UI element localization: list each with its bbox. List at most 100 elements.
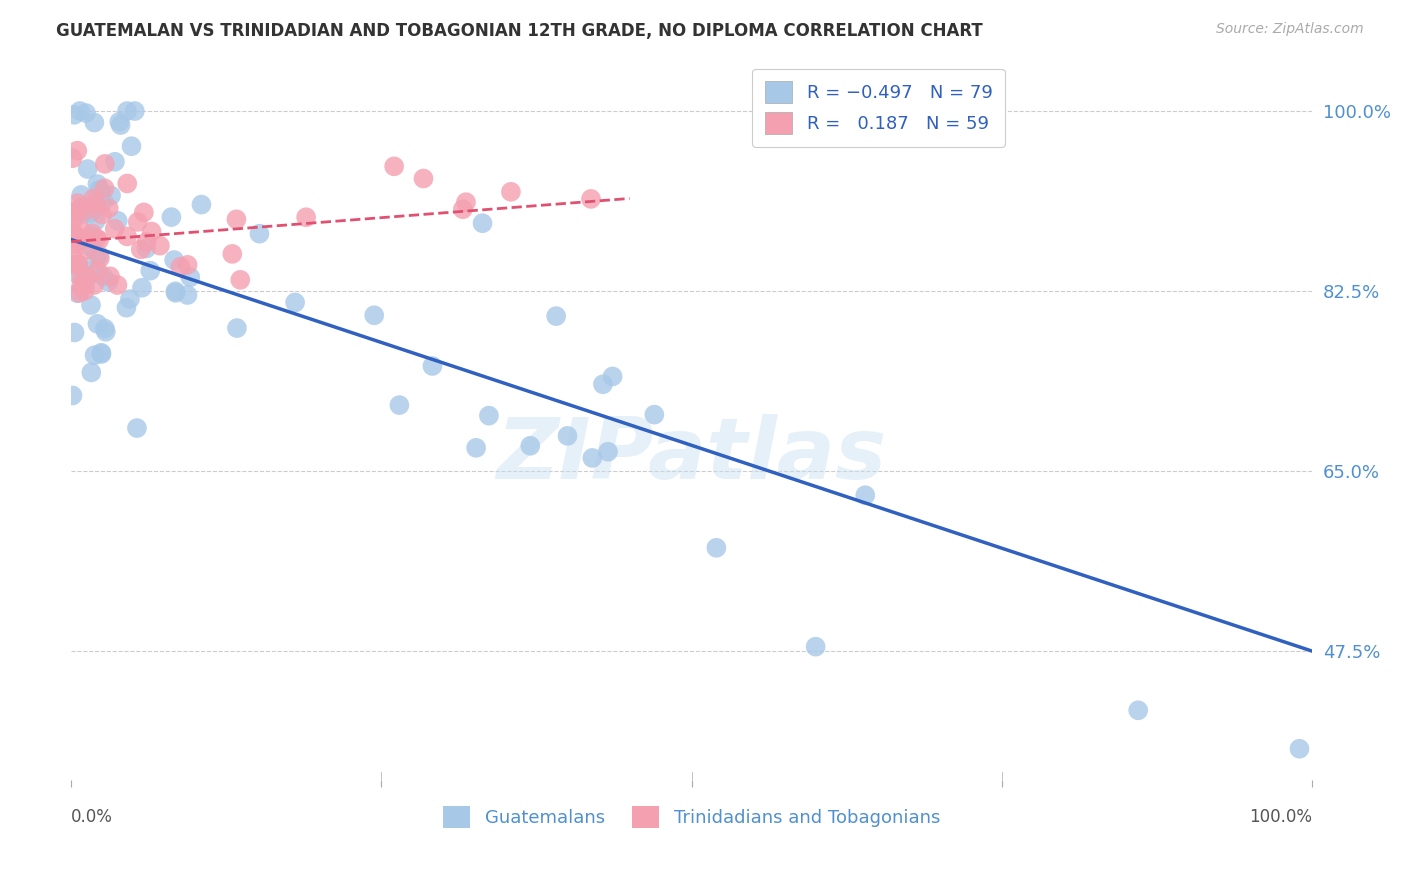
Point — [66, 144, 89, 158]
Point — [104, 222, 127, 236]
Point — [853, 488, 876, 502]
Point — [478, 409, 501, 423]
Point — [115, 103, 138, 118]
Point — [165, 285, 187, 299]
Point — [229, 273, 252, 287]
Point — [63, 266, 86, 280]
Point — [592, 377, 614, 392]
Point — [62, 258, 84, 272]
Point — [93, 269, 115, 284]
Point — [225, 212, 247, 227]
Point — [66, 286, 89, 301]
Point — [66, 196, 89, 211]
Point — [706, 541, 728, 555]
Point — [89, 252, 111, 266]
Point — [190, 197, 212, 211]
Point — [80, 230, 103, 244]
Point — [62, 237, 84, 252]
Point — [62, 151, 84, 165]
Point — [66, 230, 89, 244]
Point — [127, 215, 149, 229]
Point — [84, 214, 107, 228]
Point — [63, 326, 86, 340]
Point — [135, 242, 157, 256]
Point — [115, 229, 138, 244]
Point — [86, 231, 108, 245]
Point — [1288, 741, 1310, 756]
Point — [125, 421, 148, 435]
Point — [87, 199, 110, 213]
Point — [165, 285, 187, 300]
Point — [1128, 703, 1150, 717]
Point — [141, 225, 163, 239]
Point — [454, 195, 477, 210]
Point — [86, 317, 108, 331]
Point — [118, 292, 141, 306]
Point — [87, 233, 110, 247]
Point — [129, 243, 152, 257]
Point — [66, 230, 89, 244]
Point — [135, 235, 157, 249]
Point — [115, 301, 138, 315]
Point — [139, 263, 162, 277]
Point — [62, 226, 84, 240]
Point — [69, 233, 91, 247]
Point — [89, 249, 111, 263]
Point — [465, 441, 488, 455]
Point — [169, 260, 191, 274]
Point — [83, 348, 105, 362]
Point — [80, 240, 103, 254]
Point — [75, 243, 97, 257]
Point — [62, 206, 84, 220]
Point — [70, 279, 93, 293]
Point — [72, 200, 94, 214]
Point — [70, 207, 93, 221]
Point — [94, 325, 117, 339]
Text: 0.0%: 0.0% — [72, 808, 112, 826]
Point — [579, 192, 602, 206]
Point — [69, 103, 91, 118]
Point — [557, 429, 579, 443]
Point — [82, 227, 104, 241]
Point — [804, 640, 827, 654]
Point — [132, 205, 155, 219]
Text: Source: ZipAtlas.com: Source: ZipAtlas.com — [1216, 22, 1364, 37]
Point — [84, 266, 107, 280]
Point — [131, 281, 153, 295]
Point — [62, 246, 84, 260]
Point — [69, 222, 91, 236]
Point — [499, 185, 522, 199]
Point — [97, 201, 120, 215]
Point — [73, 263, 96, 277]
Point — [110, 118, 132, 132]
Point — [76, 269, 98, 284]
Text: GUATEMALAN VS TRINIDADIAN AND TOBAGONIAN 12TH GRADE, NO DIPLOMA CORRELATION CHAR: GUATEMALAN VS TRINIDADIAN AND TOBAGONIAN… — [56, 22, 983, 40]
Point — [94, 321, 117, 335]
Point — [62, 388, 84, 402]
Point — [117, 177, 139, 191]
Point — [94, 157, 117, 171]
Point — [93, 181, 115, 195]
Point — [90, 347, 112, 361]
Point — [121, 139, 143, 153]
Point — [176, 288, 198, 302]
Point — [363, 308, 385, 322]
Point — [83, 115, 105, 129]
Point — [98, 269, 121, 284]
Point — [82, 192, 104, 206]
Point — [160, 210, 183, 224]
Point — [67, 257, 90, 271]
Point — [97, 275, 120, 289]
Point — [80, 298, 103, 312]
Point — [100, 188, 122, 202]
Point — [124, 103, 146, 118]
Point — [73, 284, 96, 298]
Point — [249, 227, 271, 241]
Point — [93, 194, 115, 208]
Point — [471, 216, 494, 230]
Point — [90, 183, 112, 197]
Point — [90, 345, 112, 359]
Point — [107, 278, 129, 293]
Legend: Guatemalans, Trinidadians and Tobagonians: Guatemalans, Trinidadians and Tobagonian… — [436, 799, 948, 836]
Point — [226, 321, 249, 335]
